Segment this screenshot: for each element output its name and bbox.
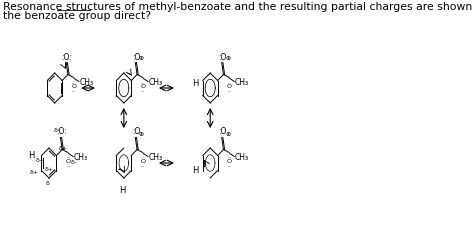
Text: ..
O
..: .. O .. <box>227 155 232 168</box>
Text: ..
O
..: .. O .. <box>140 155 146 168</box>
Text: :O: :O <box>218 128 227 137</box>
Text: :O:: :O: <box>62 52 72 61</box>
Text: ⊕: ⊕ <box>139 57 144 61</box>
Text: the benzoate group direct?: the benzoate group direct? <box>3 11 151 21</box>
Text: δ+: δ+ <box>30 170 39 175</box>
Text: δ+: δ+ <box>36 158 45 164</box>
Text: ..
O
..: .. O .. <box>65 155 71 168</box>
Text: CH₃: CH₃ <box>80 78 93 87</box>
Text: :O:: :O: <box>55 128 66 137</box>
Text: ..
O
..: .. O .. <box>140 79 146 93</box>
Text: ⊕: ⊕ <box>225 131 230 137</box>
Text: CH₃: CH₃ <box>235 153 249 162</box>
Text: CH₃: CH₃ <box>235 78 249 87</box>
Text: :O: :O <box>132 52 140 61</box>
Text: Resonance structures of methyl-benzoate and the resulting partial charges are sh: Resonance structures of methyl-benzoate … <box>3 2 474 12</box>
Text: H: H <box>28 151 35 159</box>
Text: H: H <box>119 186 125 195</box>
Text: ⊕: ⊕ <box>225 57 230 61</box>
Text: CH₃: CH₃ <box>148 153 163 162</box>
Text: δ+: δ+ <box>45 167 54 172</box>
Text: ⊕: ⊕ <box>139 131 144 137</box>
Text: δ: δ <box>46 181 50 186</box>
Text: δ+: δ+ <box>58 146 67 151</box>
Text: δ-: δ- <box>53 128 59 134</box>
Text: ..
O
..: .. O .. <box>227 79 232 93</box>
Text: :O: :O <box>132 128 140 137</box>
Text: H: H <box>192 79 199 88</box>
Text: CH₃: CH₃ <box>148 78 163 87</box>
Text: :O: :O <box>218 52 227 61</box>
Text: ..
O
..: .. O .. <box>71 79 76 93</box>
Text: CH₃: CH₃ <box>74 153 88 162</box>
Text: δ-: δ- <box>70 159 76 164</box>
Text: H: H <box>192 166 198 175</box>
